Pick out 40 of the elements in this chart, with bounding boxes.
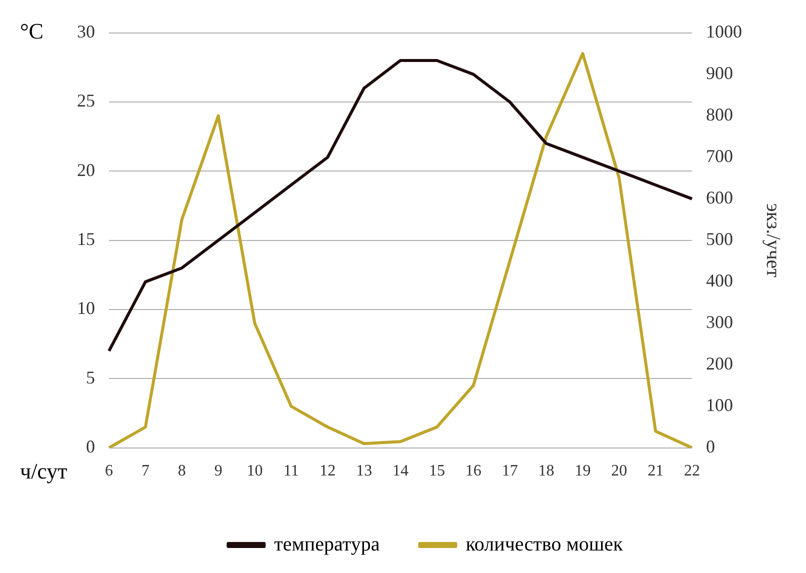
y2-tick-label: 200 bbox=[706, 354, 733, 374]
y2-tick-label: 800 bbox=[706, 104, 733, 125]
legend-label: количество мошек bbox=[466, 533, 624, 556]
y2-tick-label: 300 bbox=[706, 312, 733, 332]
y-tick-label: 0 bbox=[86, 436, 95, 457]
x-tick-label: 20 bbox=[611, 462, 628, 480]
x-tick-label: 16 bbox=[465, 462, 482, 480]
x-tick-label: 13 bbox=[356, 462, 372, 480]
y-tick-label: 20 bbox=[77, 160, 95, 180]
y2-tick-label: 500 bbox=[706, 229, 733, 250]
x-tick-label: 6 bbox=[105, 462, 113, 480]
x-tick-label: 18 bbox=[538, 462, 554, 480]
x-tick-label: 21 bbox=[648, 462, 664, 480]
legend-label: температура bbox=[274, 533, 380, 556]
x-tick-label: 17 bbox=[502, 462, 518, 480]
x-tick-label: 8 bbox=[178, 462, 186, 480]
y2-tick-label: 1000 bbox=[706, 22, 742, 42]
y-tick-label: 5 bbox=[86, 367, 95, 388]
y-tick-label: 15 bbox=[77, 229, 95, 250]
y-tick-label: 30 bbox=[77, 22, 95, 42]
x-tick-label: 14 bbox=[392, 462, 408, 480]
x-tick-label: 19 bbox=[574, 462, 591, 480]
x-axis-title: ч/сут bbox=[20, 458, 68, 484]
y-tick-label: 25 bbox=[77, 90, 95, 111]
x-tick-label: 9 bbox=[214, 462, 222, 480]
y2-tick-label: 900 bbox=[706, 63, 733, 84]
y2-tick-label: 400 bbox=[706, 270, 733, 291]
y2-tick-label: 700 bbox=[706, 146, 733, 166]
y-axis-title: °C bbox=[20, 18, 44, 44]
y2-tick-label: 600 bbox=[706, 188, 733, 208]
y-tick-label: 10 bbox=[77, 298, 95, 318]
x-tick-label: 22 bbox=[684, 462, 700, 480]
y2-tick-label: 100 bbox=[706, 395, 733, 416]
x-tick-label: 7 bbox=[141, 462, 150, 480]
x-tick-label: 11 bbox=[283, 462, 299, 480]
x-tick-label: 12 bbox=[320, 462, 336, 480]
y2-tick-label: 0 bbox=[706, 436, 715, 457]
y2-axis-title: экз./учет bbox=[762, 203, 784, 278]
x-tick-label: 15 bbox=[428, 462, 445, 480]
x-tick-label: 10 bbox=[246, 462, 263, 480]
